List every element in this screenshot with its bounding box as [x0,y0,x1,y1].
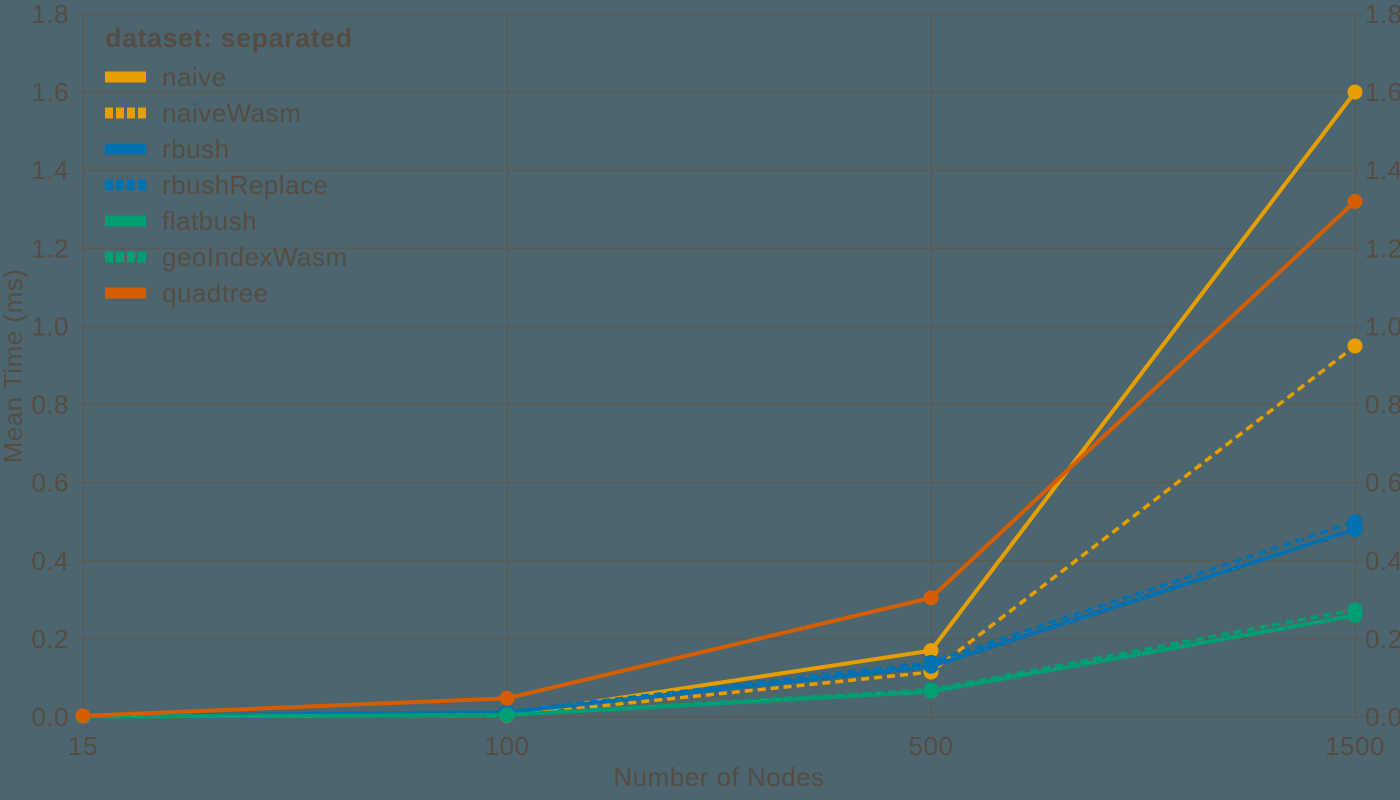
data-point-quadtree[interactable] [923,590,939,606]
legend-swatch-solid-icon [105,287,146,299]
y-tick-label-left: 1.2 [31,233,69,263]
x-axis-title: Number of Nodes [613,762,824,792]
legend-item-rbush[interactable]: rbush [105,134,230,164]
legend-label: rbush [162,134,230,164]
data-point-naiveWasm[interactable] [1347,338,1363,354]
legend-title: dataset: separated [105,23,353,53]
data-point-geoIndexWasm[interactable] [1347,602,1363,618]
legend-swatch-solid-icon [105,71,146,83]
legend-swatch-solid-icon [105,215,146,227]
data-point-naive[interactable] [923,643,939,659]
y-axis-title: Mean Time (ms) [0,269,28,464]
y-tick-label-right: 1.8 [1365,0,1400,29]
data-point-rbushReplace[interactable] [923,654,939,670]
y-tick-label-right: 0.0 [1365,702,1400,732]
data-point-quadtree[interactable] [1347,193,1363,209]
legend-item-flatbush[interactable]: flatbush [105,206,257,236]
y-tick-label-right: 0.6 [1365,468,1400,498]
y-tick-label-left: 0.6 [31,468,69,498]
y-tick-label-right: 1.6 [1365,77,1400,107]
y-tick-label-right: 1.2 [1365,233,1400,263]
data-point-rbushReplace[interactable] [1347,514,1363,530]
legend-item-rbushReplace[interactable]: rbushReplace [105,170,328,200]
y-tick-label-left: 0.4 [31,546,69,576]
legend-swatch-solid-icon [105,143,146,155]
legend-item-naive[interactable]: naive [105,62,227,92]
y-tick-label-right: 1.4 [1365,155,1400,185]
y-tick-label-left: 1.4 [31,155,69,185]
x-tick-label: 1500 [1325,731,1385,761]
legend-label: rbushReplace [162,170,328,200]
y-tick-label-left: 0.0 [31,702,69,732]
y-tick-label-left: 1.0 [31,311,69,341]
legend-label: naiveWasm [162,98,301,128]
x-tick-label: 500 [909,731,954,761]
y-tick-label-left: 1.8 [31,0,69,29]
x-tick-label: 15 [68,731,98,761]
y-tick-label-right: 0.4 [1365,546,1400,576]
data-point-quadtree[interactable] [75,708,91,724]
legend-label: quadtree [162,278,269,308]
legend-label: geoIndexWasm [162,242,348,272]
y-tick-label-right: 0.2 [1365,624,1400,654]
legend-item-geoIndexWasm[interactable]: geoIndexWasm [105,242,348,272]
data-point-quadtree[interactable] [499,690,515,706]
legend-label: flatbush [162,206,257,236]
legend-label: naive [162,62,227,92]
legend-item-naiveWasm[interactable]: naiveWasm [105,98,301,128]
y-tick-label-right: 1.0 [1365,311,1400,341]
data-point-naive[interactable] [1347,84,1363,100]
legend: dataset: separated naive naiveWasm rbush rbu… [105,23,353,308]
y-tick-label-left: 0.8 [31,390,69,420]
x-tick-label: 100 [485,731,530,761]
axis-tick-labels: 0.0 0.0 0.2 0.2 0.4 0.4 0.6 0.6 0.8 0.8 1.0 1.0 1.2 1… [31,0,1400,761]
data-point-geoIndexWasm[interactable] [499,707,515,723]
y-tick-label-left: 1.6 [31,77,69,107]
y-tick-label-left: 0.2 [31,624,69,654]
y-tick-label-right: 0.8 [1365,390,1400,420]
data-point-geoIndexWasm[interactable] [923,682,939,698]
line-quadtree [82,200,1357,718]
gridlines [77,13,1400,723]
legend-item-quadtree[interactable]: quadtree [105,278,269,308]
series-quadtree [75,193,1363,724]
line-geoIndexWasm [82,607,1356,719]
